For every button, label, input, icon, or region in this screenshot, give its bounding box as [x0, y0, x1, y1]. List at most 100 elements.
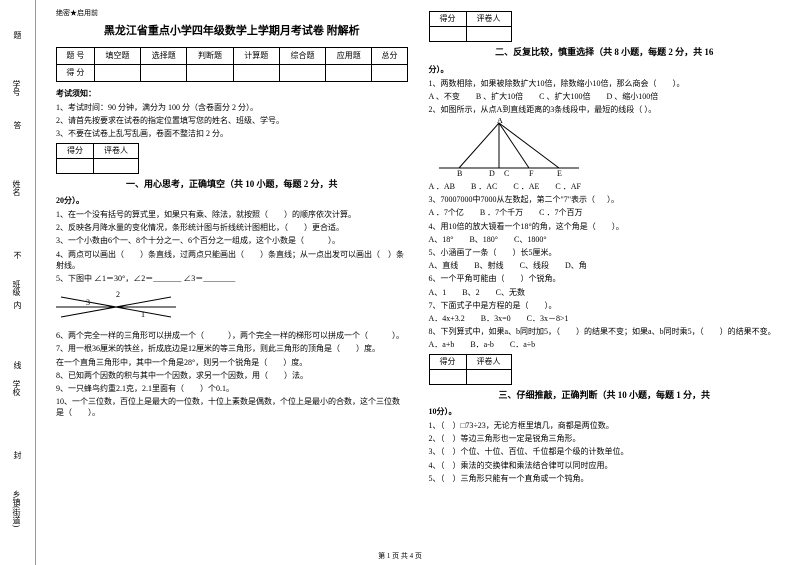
binding-margin: 乡镇(街道) 学校 班级 姓名 学号 封 线 内 不 答 题	[0, 0, 36, 565]
question: 5、（ ）三角形只能有一个直角或一个钝角。	[429, 473, 781, 484]
cell: 综合题	[279, 48, 325, 65]
left-column: 绝密★启用前 黑龙江省重点小学四年级数学上学期月考试卷 附解析 题 号 填空题 …	[46, 8, 419, 557]
cell[interactable]	[141, 65, 187, 82]
seal-char: 内	[14, 300, 22, 312]
question: 4、两点可以画出（ ）条直线，过两点只能画出（ ）条直线；从一点出发可以画出（ …	[56, 249, 408, 271]
seal-char: 线	[14, 360, 22, 372]
table-row: 题 号 填空题 选择题 判断题 计算题 综合题 应用题 总分	[57, 48, 408, 65]
cell[interactable]	[57, 158, 94, 173]
svg-text:2: 2	[116, 290, 120, 299]
seal-char: 不	[14, 250, 22, 262]
options: A．4x+3.2 B．3x=0 C．3x－8>1	[429, 313, 781, 324]
options: A、直线 B、射线 C、线段 D、角	[429, 260, 781, 271]
options: A 、不变 B 、扩大10倍 C 、扩大100倍 D 、缩小100倍	[429, 91, 781, 102]
grader-table: 得分评卷人	[429, 354, 512, 385]
cell[interactable]	[187, 65, 233, 82]
question: 3、（ ）个位、十位、百位、千位都是个级的计数单位。	[429, 446, 781, 457]
section2-cont: 分）。	[429, 64, 781, 76]
svg-text:F: F	[529, 169, 534, 178]
svg-text:1: 1	[141, 310, 145, 319]
cell: 评卷人	[466, 354, 511, 369]
question: 8、已知两个因数的积与其中一个因数，求另一个因数，用（ ）法。	[56, 370, 408, 381]
cell[interactable]	[94, 65, 140, 82]
cell: 应用题	[326, 48, 372, 65]
section2-title: 二、反复比较，慎重选择（共 8 小题，每题 2 分，共 16	[429, 46, 781, 60]
options: A ．7个亿 B ．7个千万 C ．7个百万	[429, 207, 781, 218]
cell: 填空题	[94, 48, 140, 65]
score-table: 题 号 填空题 选择题 判断题 计算题 综合题 应用题 总分 得 分	[56, 47, 408, 82]
page-footer: 第 1 页 共 4 页	[0, 551, 800, 562]
svg-text:D: D	[489, 169, 495, 178]
margin-label-id: 学号	[10, 80, 22, 96]
cell: 得 分	[57, 65, 95, 82]
table-row: 得 分	[57, 65, 408, 82]
triangle-diagram: A B D C F E	[429, 118, 589, 178]
section3-cont: 10分）。	[429, 406, 781, 418]
question: 9、一只蜂鸟约重2.1克，2.1里面有（ ）个0.1。	[56, 383, 408, 394]
cell[interactable]	[466, 369, 511, 384]
question: 4、用10倍的放大镜看一个18°的角，这个角是（ ）。	[429, 221, 781, 232]
svg-text:B: B	[457, 169, 462, 178]
notice-item: 2、请首先按要求在试卷的指定位置填写您的姓名、班级、学号。	[56, 115, 408, 126]
cell[interactable]	[372, 65, 407, 82]
section1-title: 一、用心思考，正确填空（共 10 小题，每题 2 分，共	[56, 178, 408, 192]
question: 2、（ ）等边三角形也一定是锐角三角形。	[429, 433, 781, 444]
grader-table: 得分评卷人	[429, 11, 512, 42]
margin-label-name: 姓名	[10, 180, 22, 196]
question: 1、（ ）□73÷23，无论方框里填几，商都是两位数。	[429, 420, 781, 431]
question: 4、（ ）乘法的交换律和乘法结合律可以同时应用。	[429, 460, 781, 471]
cell[interactable]	[429, 27, 466, 42]
cell: 判断题	[187, 48, 233, 65]
angle-diagram: 3 2 1	[56, 287, 176, 327]
question: 在一个直角三角形中，其中一个角是28°，则另一个锐角是（ ）度。	[56, 357, 408, 368]
margin-label-township: 乡镇(街道)	[10, 490, 22, 527]
question: 3、一个小数由6个一、8个十分之一、6个百分之一组成，这个小数是（ ）。	[56, 235, 408, 246]
grader-table: 得分评卷人	[56, 143, 139, 174]
notice-item: 1、考试时间：90 分钟，满分为 100 分（含卷面分 2 分）。	[56, 102, 408, 113]
question: 10、一个三位数，百位上是最大的一位数，十位上素数是偶数，个位上是最小的合数，这…	[56, 396, 408, 418]
section3-title: 三、仔细推敲，正确判断（共 10 小题，每题 1 分，共	[429, 389, 781, 403]
question: 3、70007000中7000从左数起，第二个"7"表示（ ）。	[429, 194, 781, 205]
cell[interactable]	[326, 65, 372, 82]
cell[interactable]	[94, 158, 139, 173]
cell: 得分	[429, 354, 466, 369]
exam-title: 黑龙江省重点小学四年级数学上学期月考试卷 附解析	[56, 23, 408, 40]
section1-cont: 20分）。	[56, 195, 408, 207]
cell: 计算题	[233, 48, 279, 65]
question: 1、在一个没有括号的算式里，如果只有乘、除法，就按照（ ）的顺序依次计算。	[56, 209, 408, 220]
question: 7、下面式子中是方程的是（ ）。	[429, 300, 781, 311]
question: 8、下列算式中，如果a、b同时加5，（ ）的结果不变；如果a、b同时乘5，（ ）…	[429, 326, 781, 337]
options: A ．AB B ．AC C ．AE C ．AF	[429, 181, 781, 192]
main-content: 绝密★启用前 黑龙江省重点小学四年级数学上学期月考试卷 附解析 题 号 填空题 …	[36, 0, 800, 565]
seal-char: 题	[14, 30, 22, 42]
cell: 得分	[57, 143, 94, 158]
question: 5、下图中 ∠1＝30°，∠2＝_______ ∠3＝________	[56, 273, 408, 284]
svg-text:E: E	[557, 169, 562, 178]
cell[interactable]	[233, 65, 279, 82]
question: 5、小涵画了一条（ ）长5厘米。	[429, 247, 781, 258]
question: 2、反映各月降水量的变化情况，条形统计图与折线统计图相比，（ ）更合适。	[56, 222, 408, 233]
cell: 评卷人	[94, 143, 139, 158]
margin-label-class: 班级	[10, 280, 22, 296]
notice-title: 考试须知：	[56, 88, 408, 100]
margin-label-school: 学校	[10, 380, 22, 396]
right-column: 得分评卷人 二、反复比较，慎重选择（共 8 小题，每题 2 分，共 16 分）。…	[419, 8, 791, 557]
cell[interactable]	[466, 27, 511, 42]
cell[interactable]	[429, 369, 466, 384]
cell: 评卷人	[466, 12, 511, 27]
cell: 选择题	[141, 48, 187, 65]
cell: 得分	[429, 12, 466, 27]
seal-char: 答	[14, 120, 22, 132]
options: A．a+b B．a-b C．a÷b	[429, 339, 781, 350]
question: 1、两数相除，如果被除数扩大10倍，除数缩小10倍，那么商会（ ）。	[429, 78, 781, 89]
options: A、1 B、2 C、无数	[429, 287, 781, 298]
options: A、18° B、180° C、1800°	[429, 234, 781, 245]
cell[interactable]	[279, 65, 325, 82]
question: 7、用一根36厘米的铁丝，折成底边是12厘米的等三角形，则此三角形的顶角是（ ）…	[56, 343, 408, 354]
cell: 题 号	[57, 48, 95, 65]
notice-item: 3、不要在试卷上乱写乱画，卷面不整洁扣 2 分。	[56, 128, 408, 139]
question: 6、两个完全一样的三角形可以拼成一个（ ），两个完全一样的梯形可以拼成一个（ ）…	[56, 330, 408, 341]
svg-text:3: 3	[86, 298, 90, 307]
cell: 总分	[372, 48, 407, 65]
confidential-label: 绝密★启用前	[56, 8, 408, 19]
